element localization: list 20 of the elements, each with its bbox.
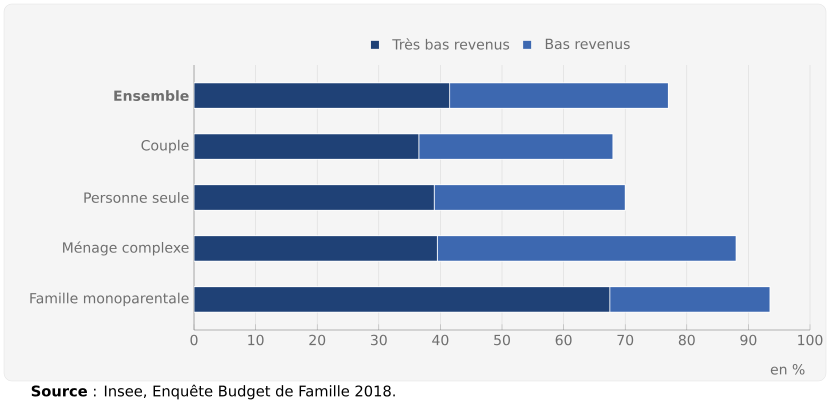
y-tick-label: Couple bbox=[141, 140, 189, 154]
x-tick-label: 10 bbox=[248, 334, 264, 346]
text: Source : Insee, Enquête Budget de Famille 2018. bbox=[32, 384, 395, 400]
x-tick-label: 0 bbox=[190, 334, 198, 346]
y-tick-label: Personne seule bbox=[84, 192, 189, 203]
y-tick-label: Famille monoparentale bbox=[30, 292, 189, 306]
x-axis-title: en % bbox=[770, 364, 804, 375]
legend-label: Très bas revenus bbox=[392, 38, 510, 50]
y-tick-label: Ensemble bbox=[114, 90, 189, 101]
x-tick-label: 70 bbox=[617, 334, 634, 346]
x-tick-label: 90 bbox=[740, 334, 756, 346]
x-tick-label: 100 bbox=[798, 334, 822, 346]
x-tick-label: 80 bbox=[678, 334, 695, 346]
x-tick-label: 30 bbox=[370, 334, 387, 346]
x-tick-label: 60 bbox=[556, 334, 572, 346]
legend-label: Bas revenus bbox=[546, 38, 630, 50]
x-tick-label: 20 bbox=[309, 334, 326, 346]
x-tick-label: 50 bbox=[494, 334, 510, 346]
x-tick-label: 40 bbox=[432, 334, 448, 346]
y-tick-label: Ménage complexe bbox=[63, 241, 189, 256]
